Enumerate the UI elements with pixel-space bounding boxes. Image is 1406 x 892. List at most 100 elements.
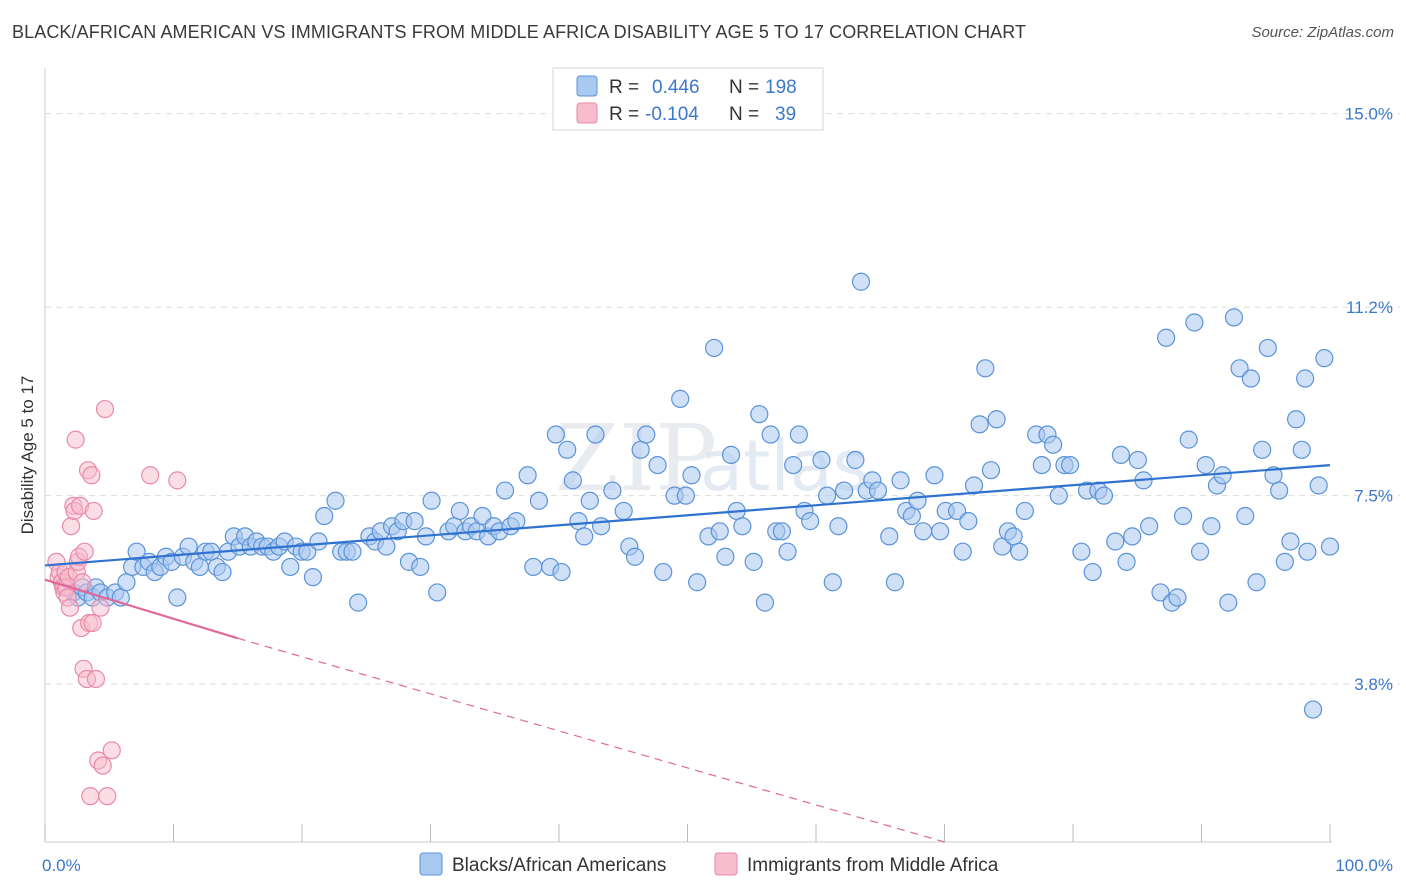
legend-n-value-blue: 198 <box>765 77 797 98</box>
blue-point-185 <box>1213 466 1232 485</box>
blue-point-106 <box>710 522 729 541</box>
blue-point-146 <box>970 415 989 434</box>
pink-point-10 <box>60 598 80 617</box>
pink-point-28 <box>83 613 102 633</box>
blue-point-205 <box>1320 537 1340 556</box>
legend-swatch-blue <box>576 75 598 97</box>
blue-point-182 <box>1196 455 1215 475</box>
y-tick-labels: 3.8% 7.5% 11.2% 15.0% <box>1345 105 1393 694</box>
blue-point-102 <box>682 466 701 485</box>
blue-point-50 <box>343 542 362 561</box>
blue-point-169 <box>1117 552 1136 571</box>
blue-point-107 <box>716 547 735 566</box>
blue-point-156 <box>1032 455 1051 475</box>
watermark: ZIP atlas <box>555 405 869 512</box>
blue-point-147 <box>976 359 995 378</box>
blue-point-167 <box>1106 532 1125 551</box>
series-legend-label-pink: Immigrants from Middle Africa <box>747 855 999 876</box>
trend-line-immigrants-dashed <box>237 637 945 843</box>
blue-point-158 <box>1044 435 1063 454</box>
pink-point-14 <box>66 430 85 449</box>
blue-point-108 <box>721 445 741 465</box>
blue-point-105 <box>705 338 724 358</box>
blue-point-144 <box>959 512 978 531</box>
blue-point-75 <box>495 481 515 500</box>
legend-n-label-blue: N = <box>729 77 759 98</box>
blue-point-91 <box>603 481 622 500</box>
grid <box>45 113 1400 685</box>
legend-n-label-pink: N = <box>729 104 759 125</box>
blue-point-168 <box>1111 445 1131 465</box>
legend-r-label-pink: R = <box>609 104 639 125</box>
y-axis-label: Disability Age 5 to 17 <box>18 376 37 535</box>
legend-swatch-pink <box>576 102 598 124</box>
pink-point-36 <box>102 741 121 760</box>
blue-point-85 <box>563 471 582 490</box>
blue-point-114 <box>761 425 780 444</box>
blue-point-28 <box>213 562 232 582</box>
trend-lines <box>44 463 1331 843</box>
blue-point-193 <box>1258 338 1277 358</box>
pink-point-33 <box>93 756 112 775</box>
blue-point-138 <box>914 522 933 541</box>
trend-line-immigrants-solid <box>44 578 239 640</box>
blue-point-111 <box>744 552 763 571</box>
blue-point-142 <box>947 501 967 521</box>
blue-point-178 <box>1173 506 1193 526</box>
blue-point-61 <box>411 557 430 577</box>
blue-point-67 <box>450 501 469 521</box>
blue-point-124 <box>823 573 842 592</box>
blue-point-188 <box>1230 359 1249 378</box>
stats-legend-box <box>552 67 824 131</box>
blue-point-192 <box>1253 440 1272 459</box>
blue-point-79 <box>524 557 543 577</box>
blue-point-154 <box>1015 501 1034 521</box>
blue-point-95 <box>631 440 650 459</box>
blue-point-55 <box>377 537 396 556</box>
blue-point-187 <box>1224 308 1244 327</box>
blue-point-40 <box>281 557 300 577</box>
series-legend: Blacks/African Americans Immigrants from… <box>419 852 999 876</box>
blue-point-11 <box>117 573 136 592</box>
blue-point-60 <box>405 512 424 531</box>
blue-point-180 <box>1185 313 1204 332</box>
blue-point-13 <box>127 542 146 561</box>
blue-point-133 <box>885 573 905 592</box>
blue-point-166 <box>1094 486 1114 505</box>
x-tick-label-1: 100.0% <box>1335 856 1393 875</box>
pink-point-22 <box>75 542 94 561</box>
stats-legend: R = 0.446 N = 198 R = -0.104 N = 39 <box>552 67 824 131</box>
legend-r-label-blue: R = <box>609 77 639 98</box>
blue-point-122 <box>812 450 831 470</box>
pink-point-34 <box>95 399 115 419</box>
blue-point-126 <box>834 481 854 500</box>
blue-point-198 <box>1286 410 1306 429</box>
blue-point-204 <box>1315 349 1334 368</box>
blue-point-174 <box>1151 583 1170 602</box>
blue-point-134 <box>891 471 910 490</box>
blue-point-190 <box>1241 369 1260 388</box>
blue-point-112 <box>750 405 769 424</box>
blue-point-132 <box>880 527 899 546</box>
blue-point-51 <box>349 593 368 612</box>
y-tick-label-2: 11.2% <box>1346 298 1393 317</box>
blue-point-116 <box>772 522 792 541</box>
pink-point-26 <box>81 787 100 806</box>
pink-point-32 <box>91 598 110 617</box>
blue-point-90 <box>591 517 611 536</box>
pink-point-35 <box>98 787 117 806</box>
legend-r-value-pink: -0.104 <box>645 104 699 125</box>
series-legend-label-blue: Blacks/African Americans <box>452 855 666 876</box>
trend-line-blacks <box>44 463 1331 567</box>
blue-point-195 <box>1270 481 1289 500</box>
blue-point-80 <box>529 491 549 510</box>
blue-point-94 <box>625 547 645 566</box>
y-tick-label-1: 7.5% <box>1354 487 1393 506</box>
blue-point-153 <box>1010 542 1029 561</box>
pink-point-38 <box>168 471 187 490</box>
blue-point-22 <box>179 537 198 556</box>
blue-point-92 <box>614 501 633 521</box>
blue-point-88 <box>580 491 599 510</box>
blue-point-186 <box>1219 593 1238 612</box>
blue-point-125 <box>829 517 848 536</box>
